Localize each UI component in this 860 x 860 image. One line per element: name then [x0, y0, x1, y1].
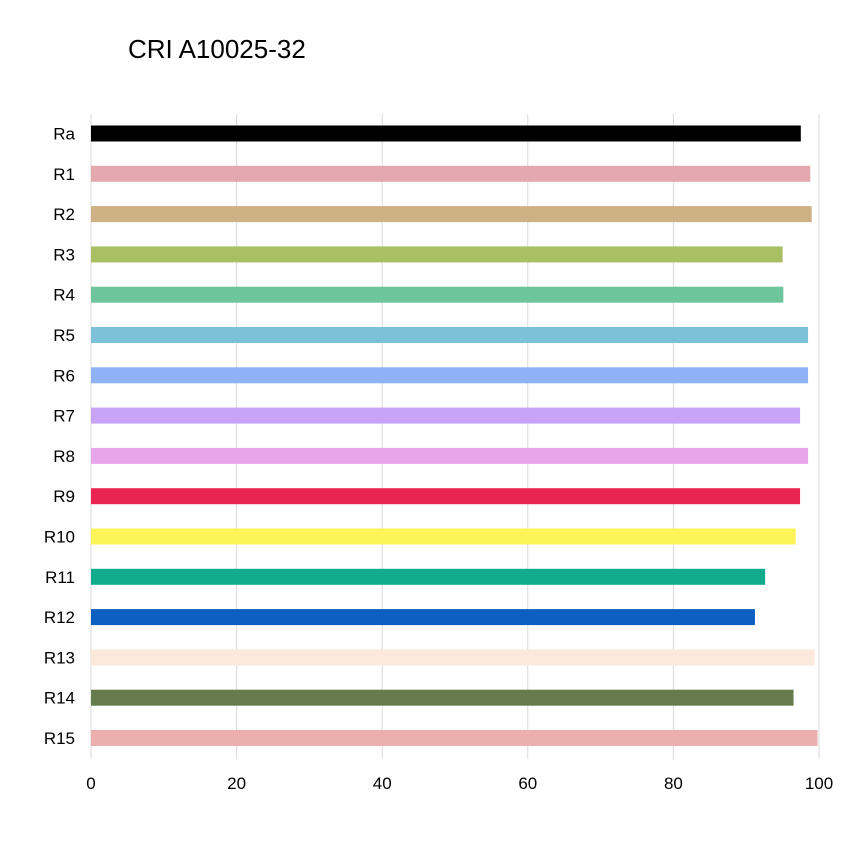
- category-label: R9: [53, 487, 75, 506]
- bar-r11: [91, 568, 766, 585]
- category-label: Ra: [53, 125, 75, 144]
- bar-r8: [91, 447, 809, 464]
- chart-title: CRI A10025-32: [128, 34, 306, 64]
- bar-r12: [91, 609, 755, 626]
- category-label: R10: [44, 528, 75, 547]
- category-label: R5: [53, 326, 75, 345]
- x-tick-label: 80: [664, 774, 683, 793]
- category-label: R12: [44, 608, 75, 627]
- bars: [91, 125, 818, 746]
- x-tick-label: 100: [805, 774, 833, 793]
- category-label: R15: [44, 729, 75, 748]
- x-tick-label: 0: [86, 774, 95, 793]
- bar-r14: [91, 689, 794, 706]
- bar-r9: [91, 488, 801, 505]
- bar-r6: [91, 367, 809, 384]
- bar-r1: [91, 165, 811, 182]
- bar-r10: [91, 528, 796, 545]
- category-label: R1: [53, 165, 75, 184]
- category-label: R11: [45, 568, 75, 587]
- x-tick-label: 40: [373, 774, 392, 793]
- x-tick-label: 20: [227, 774, 246, 793]
- category-label: R13: [44, 648, 75, 667]
- bar-r4: [91, 286, 784, 303]
- category-label: R2: [53, 205, 75, 224]
- category-label: R3: [53, 245, 75, 264]
- bar-r13: [91, 649, 815, 666]
- bar-r3: [91, 246, 783, 263]
- category-label: R7: [53, 407, 75, 426]
- bar-r15: [91, 730, 818, 746]
- category-label: R6: [53, 366, 75, 385]
- bar-ra: [91, 125, 801, 142]
- bar-r7: [91, 407, 801, 424]
- category-labels: Ra R1 R2 R3 R4 R5 R6 R7 R8 R9 R10 R11 R12 R13 R14 R15: [44, 125, 76, 749]
- x-tick-label: 60: [518, 774, 537, 793]
- category-label: R4: [53, 286, 75, 305]
- x-tick-labels: 0 20 40 60 80 100: [86, 774, 833, 793]
- category-label: R8: [53, 447, 75, 466]
- category-label: R14: [44, 689, 75, 708]
- bar-r2: [91, 206, 812, 223]
- bar-r5: [91, 327, 809, 343]
